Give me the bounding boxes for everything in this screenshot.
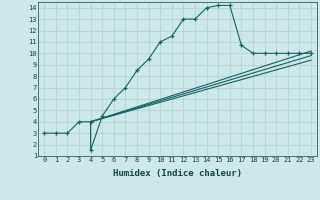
X-axis label: Humidex (Indice chaleur): Humidex (Indice chaleur) [113,169,242,178]
